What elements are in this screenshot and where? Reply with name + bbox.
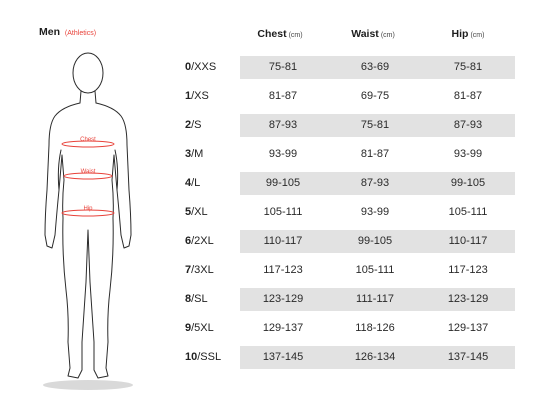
table-row: 4/L 99-105 87-93 99-105 <box>185 172 515 195</box>
chest-cell: 75-81 <box>268 61 298 73</box>
size-label: 8/SL <box>185 293 208 305</box>
hip-cell: 123-129 <box>447 293 489 305</box>
body-figure: Chest Waist Hip <box>43 52 133 390</box>
waist-label: Waist <box>81 169 96 175</box>
waist-cell: 93-99 <box>360 206 390 218</box>
header-waist-unit: (cm) <box>380 32 395 39</box>
size-label: 1/XS <box>185 90 209 102</box>
chest-label: Chest <box>80 137 96 143</box>
title-text: Men <box>39 26 60 38</box>
table-row: 10/SSL 137-145 126-134 137-145 <box>185 346 515 369</box>
hip-cell: 87-93 <box>453 119 483 131</box>
waist-cell: 105-111 <box>355 264 395 276</box>
waist-line <box>63 172 113 180</box>
hip-cell: 137-145 <box>447 351 489 363</box>
chest-cell: 99-105 <box>265 177 301 189</box>
table-row: 8/SL 123-129 111-117 123-129 <box>185 288 515 311</box>
chest-cell: 123-129 <box>262 293 304 305</box>
measure-lines <box>61 140 115 217</box>
waist-cell: 69-75 <box>360 90 390 102</box>
size-label: 10/SSL <box>185 351 222 363</box>
table-row: 5/XL 105-111 93-99 105-111 <box>185 201 515 224</box>
size-label: 0/XXS <box>185 61 217 73</box>
chest-cell: 81-87 <box>268 90 298 102</box>
hip-cell: 105-111 <box>448 206 488 218</box>
chest-cell: 137-145 <box>262 351 304 363</box>
hip-cell: 93-99 <box>453 148 483 160</box>
waist-cell: 118-126 <box>355 322 395 334</box>
hip-cell: 75-81 <box>453 61 483 73</box>
header-waist: Waist (cm) <box>333 28 413 40</box>
title-subtitle: (Athletics) <box>64 30 97 37</box>
chest-cell: 105-111 <box>263 206 303 218</box>
waist-cell: 81-87 <box>360 148 390 160</box>
chest-cell: 110-117 <box>263 235 303 247</box>
hip-cell: 117-123 <box>448 264 488 276</box>
hip-cell: 81-87 <box>453 90 483 102</box>
waist-cell: 75-81 <box>360 119 390 131</box>
table-row: 7/3XL 117-123 105-111 117-123 <box>185 259 515 282</box>
hip-cell: 99-105 <box>450 177 486 189</box>
header-hip-label: Hip <box>451 28 469 40</box>
body-outline <box>44 52 132 379</box>
hip-cell: 129-137 <box>447 322 489 334</box>
hip-cell: 110-117 <box>448 235 488 247</box>
size-label: 2/S <box>185 119 202 131</box>
chest-cell: 93-99 <box>268 148 298 160</box>
size-label: 9/5XL <box>185 322 214 334</box>
size-label: 7/3XL <box>185 264 214 276</box>
waist-cell: 87-93 <box>360 177 390 189</box>
header-chest-unit: (cm) <box>288 32 303 39</box>
figure-shadow <box>43 380 133 390</box>
header-chest: Chest (cm) <box>240 28 320 40</box>
chest-cell: 117-123 <box>263 264 303 276</box>
table-row: 0/XXS 75-81 63-69 75-81 <box>185 56 515 79</box>
header-waist-label: Waist <box>351 28 379 40</box>
chest-cell: 87-93 <box>268 119 298 131</box>
table-row: 6/2XL 110-117 99-105 110-117 <box>185 230 515 253</box>
waist-cell: 99-105 <box>357 235 393 247</box>
size-label: 5/XL <box>185 206 208 218</box>
table-row: 1/XS 81-87 69-75 81-87 <box>185 85 515 108</box>
table-row: 3/M 93-99 81-87 93-99 <box>185 143 515 166</box>
size-label: 6/2XL <box>185 235 214 247</box>
size-label: 4/L <box>185 177 201 189</box>
table-row: 9/5XL 129-137 118-126 129-137 <box>185 317 515 340</box>
waist-cell: 111-117 <box>356 293 394 305</box>
waist-cell: 63-69 <box>360 61 390 73</box>
hip-line <box>61 209 115 217</box>
size-label: 3/M <box>185 148 204 160</box>
chart-title: Men (Athletics) <box>39 26 96 38</box>
header-chest-label: Chest <box>257 28 287 40</box>
header-hip: Hip (cm) <box>428 28 508 40</box>
chest-cell: 129-137 <box>262 322 304 334</box>
header-hip-unit: (cm) <box>470 32 485 39</box>
waist-cell: 126-134 <box>354 351 396 363</box>
chest-line <box>61 140 115 148</box>
hip-label: Hip <box>83 206 93 212</box>
table-row: 2/S 87-93 75-81 87-93 <box>185 114 515 137</box>
